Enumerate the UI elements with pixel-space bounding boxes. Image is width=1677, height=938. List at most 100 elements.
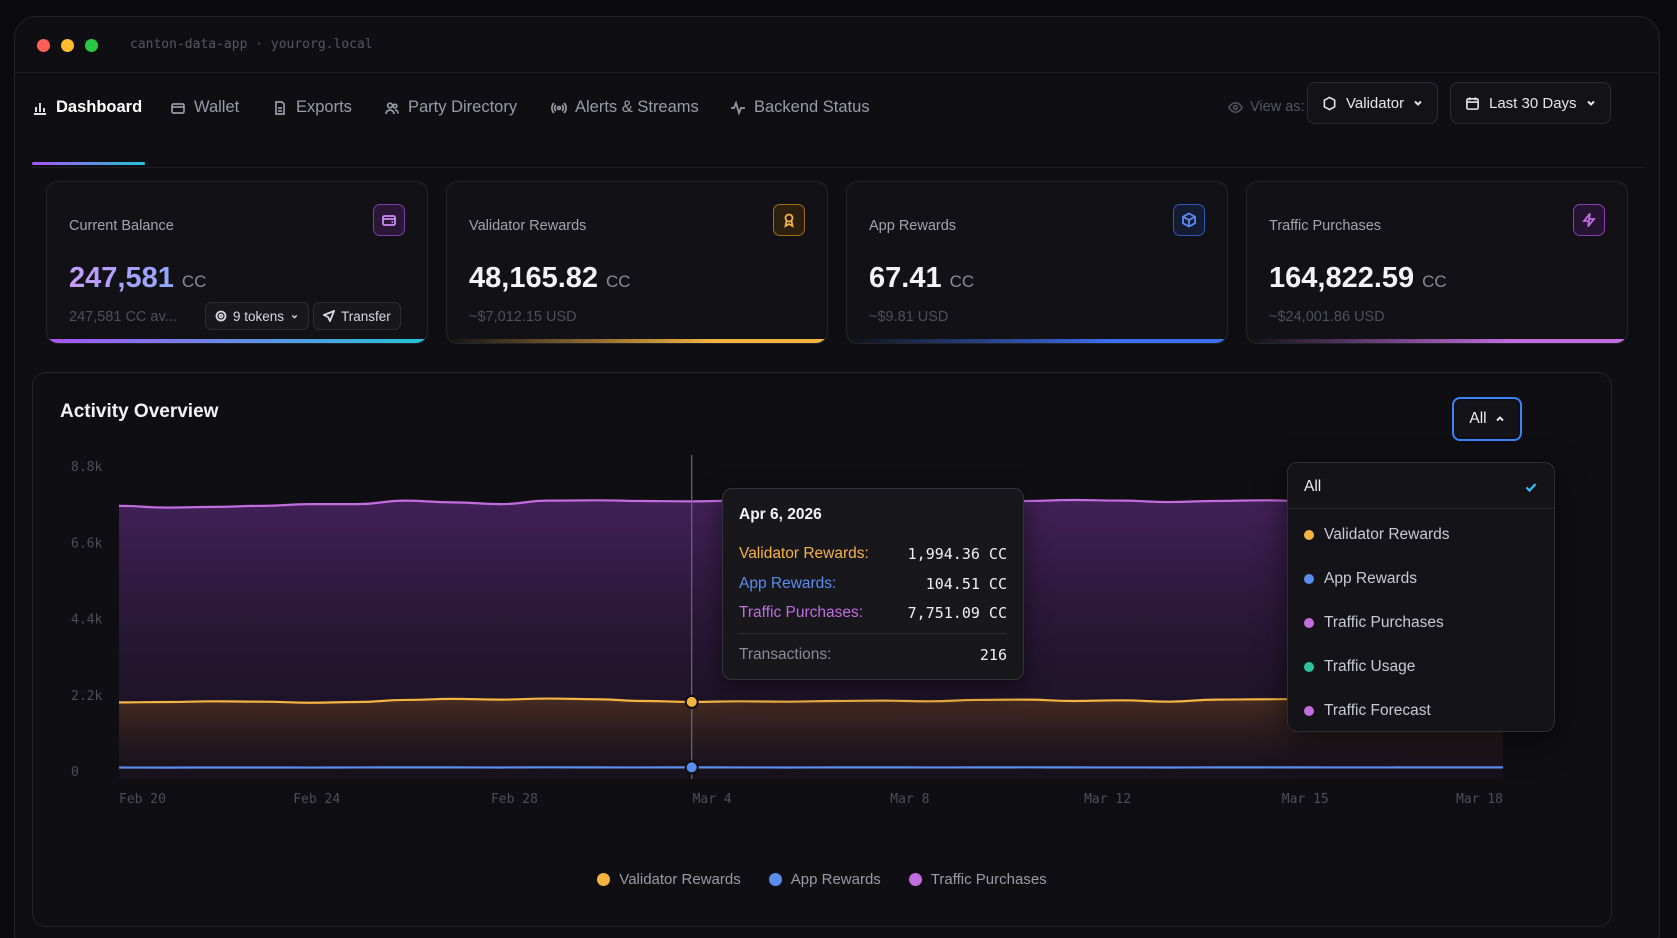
tooltip-date: Apr 6, 2026: [739, 506, 822, 523]
menu-item-label: Traffic Usage: [1324, 658, 1416, 675]
usd-equivalent: ~$7,012.15 USD: [469, 309, 577, 325]
menu-item-validator-rewards[interactable]: Validator Rewards: [1288, 513, 1554, 557]
transfer-button[interactable]: Transfer: [313, 302, 401, 330]
tooltip-label: Traffic Purchases:: [739, 604, 864, 621]
validator-rewards-line: [118, 697, 1504, 704]
tooltip-label: Validator Rewards:: [739, 545, 869, 562]
active-tab-indicator: [32, 162, 145, 165]
series-filter-value: All: [1469, 410, 1487, 427]
menu-item-traffic-purchases[interactable]: Traffic Purchases: [1288, 601, 1554, 645]
tab-alerts-streams[interactable]: Alerts & Streams: [551, 98, 699, 117]
chevron-down-icon: [291, 314, 298, 319]
panel-title: Activity Overview: [60, 401, 219, 422]
tokens-chip[interactable]: 9 tokens: [205, 302, 310, 330]
close-window-button[interactable]: [37, 39, 50, 52]
tooltip-label: Transactions:: [739, 646, 832, 663]
tooltip-value: 7,751.09 CC: [907, 604, 1007, 622]
tokens-chip-label: 9 tokens: [233, 308, 285, 324]
usd-equivalent: ~$24,001.86 USD: [1269, 309, 1385, 325]
unit-label: CC: [181, 272, 207, 291]
chart-tooltip: Apr 6, 2026 Validator Rewards: 1,994.36 …: [722, 488, 1024, 680]
app-value: 67.41: [869, 262, 942, 294]
check-icon: [1525, 483, 1537, 493]
legend-label: Validator Rewards: [619, 871, 741, 888]
award-icon: [773, 204, 805, 236]
maximize-window-button[interactable]: [85, 39, 98, 52]
tab-wallet[interactable]: Wallet: [170, 98, 239, 117]
series-dot: [1304, 618, 1314, 628]
wallet-icon: [171, 102, 185, 114]
y-tick-label: 2.2k: [71, 689, 102, 704]
menu-item-label: All: [1304, 477, 1322, 495]
card-accent-bar: [447, 339, 827, 343]
legend-item-traffic[interactable]: Traffic Purchases: [908, 871, 1047, 888]
legend-dot: [908, 873, 922, 886]
wallet-icon: [373, 204, 405, 236]
top-nav: Dashboard Wallet Exports Party Directory…: [32, 82, 1645, 168]
view-as-label: View as:: [1250, 99, 1305, 115]
title-bar: canton-data-app · yourorg.local: [15, 17, 1659, 73]
unit-label: CC: [949, 272, 975, 291]
legend-label: App Rewards: [790, 871, 881, 888]
tab-label: Wallet: [194, 98, 240, 116]
card-accent-bar: [1247, 339, 1627, 343]
bolt-icon: [1573, 204, 1605, 236]
series-filter-menu: All Validator Rewards App Rewards Traffi…: [1287, 462, 1555, 732]
tab-label: Exports: [296, 98, 352, 116]
tab-exports[interactable]: Exports: [272, 98, 352, 117]
menu-item-app-rewards[interactable]: App Rewards: [1288, 557, 1554, 601]
series-dot: [1304, 574, 1314, 584]
x-tick-label: Mar 12: [1084, 792, 1131, 807]
balance-value: 247,581: [69, 262, 174, 294]
tooltip-row-app: App Rewards: 104.51 CC: [739, 575, 1007, 593]
y-tick-label: 6.6k: [71, 536, 102, 551]
date-range-value: Last 30 Days: [1489, 94, 1577, 112]
transfer-label: Transfer: [341, 308, 391, 324]
chart-legend: Validator Rewards App Rewards Traffic Pu…: [33, 871, 1611, 888]
tab-dashboard[interactable]: Dashboard: [32, 98, 142, 117]
tooltip-label: App Rewards:: [739, 575, 837, 592]
file-export-icon: [275, 100, 285, 115]
usd-equivalent: ~$9.81 USD: [869, 309, 949, 325]
eye-icon: [1228, 101, 1243, 113]
menu-item-all[interactable]: All: [1288, 465, 1554, 509]
chevron-down-icon: [1414, 100, 1422, 106]
chevron-up-icon: [1495, 416, 1504, 422]
tooltip-row-traffic: Traffic Purchases: 7,751.09 CC: [739, 604, 1007, 622]
y-tick-label: 4.4k: [71, 613, 102, 628]
date-range-select[interactable]: Last 30 Days: [1450, 82, 1611, 124]
unit-label: CC: [1422, 272, 1447, 291]
validator-rewards-card: Validator Rewards 48,165.82 CC ~$7,012.15…: [446, 181, 828, 344]
traffic-purchases-card: Traffic Purchases 164,822.59 CC ~$24,001.…: [1246, 181, 1628, 344]
calendar-icon: [1466, 96, 1479, 110]
activity-icon: [731, 99, 745, 116]
card-accent-bar: [47, 339, 427, 343]
series-dot: [1304, 530, 1314, 540]
legend-item-app[interactable]: App Rewards: [768, 871, 881, 888]
tab-label: Alerts & Streams: [575, 98, 699, 116]
menu-item-traffic-usage[interactable]: Traffic Usage: [1288, 645, 1554, 689]
card-label: Validator Rewards: [469, 218, 587, 234]
tooltip-value: 1,994.36 CC: [907, 545, 1007, 563]
series-filter-button[interactable]: All: [1452, 397, 1522, 441]
shield-icon: [1323, 95, 1336, 111]
role-select[interactable]: Validator: [1307, 82, 1439, 124]
tab-backend-status[interactable]: Backend Status: [730, 98, 870, 117]
card-value: 247,581 CC: [69, 262, 206, 295]
tab-party-directory[interactable]: Party Directory: [384, 98, 517, 117]
menu-item-traffic-forecast[interactable]: Traffic Forecast: [1288, 689, 1554, 731]
validator-value: 48,165.82: [469, 262, 599, 294]
card-value: 164,822.59 CC: [1269, 262, 1447, 295]
tooltip-divider: [739, 633, 1007, 634]
bar-chart-icon: [34, 102, 46, 115]
card-label: Traffic Purchases: [1269, 218, 1382, 234]
current-balance-card: Current Balance 247,581 CC 247,581 CC av.…: [46, 181, 428, 344]
unit-label: CC: [606, 272, 631, 291]
legend-dot: [768, 873, 782, 886]
hover-point-validator: [684, 694, 699, 709]
balance-available: 247,581 CC av...: [69, 309, 177, 325]
x-tick-label: Feb 20: [119, 792, 166, 807]
legend-item-validator[interactable]: Validator Rewards: [597, 871, 741, 888]
send-icon: [323, 310, 335, 322]
minimize-window-button[interactable]: [61, 39, 74, 52]
